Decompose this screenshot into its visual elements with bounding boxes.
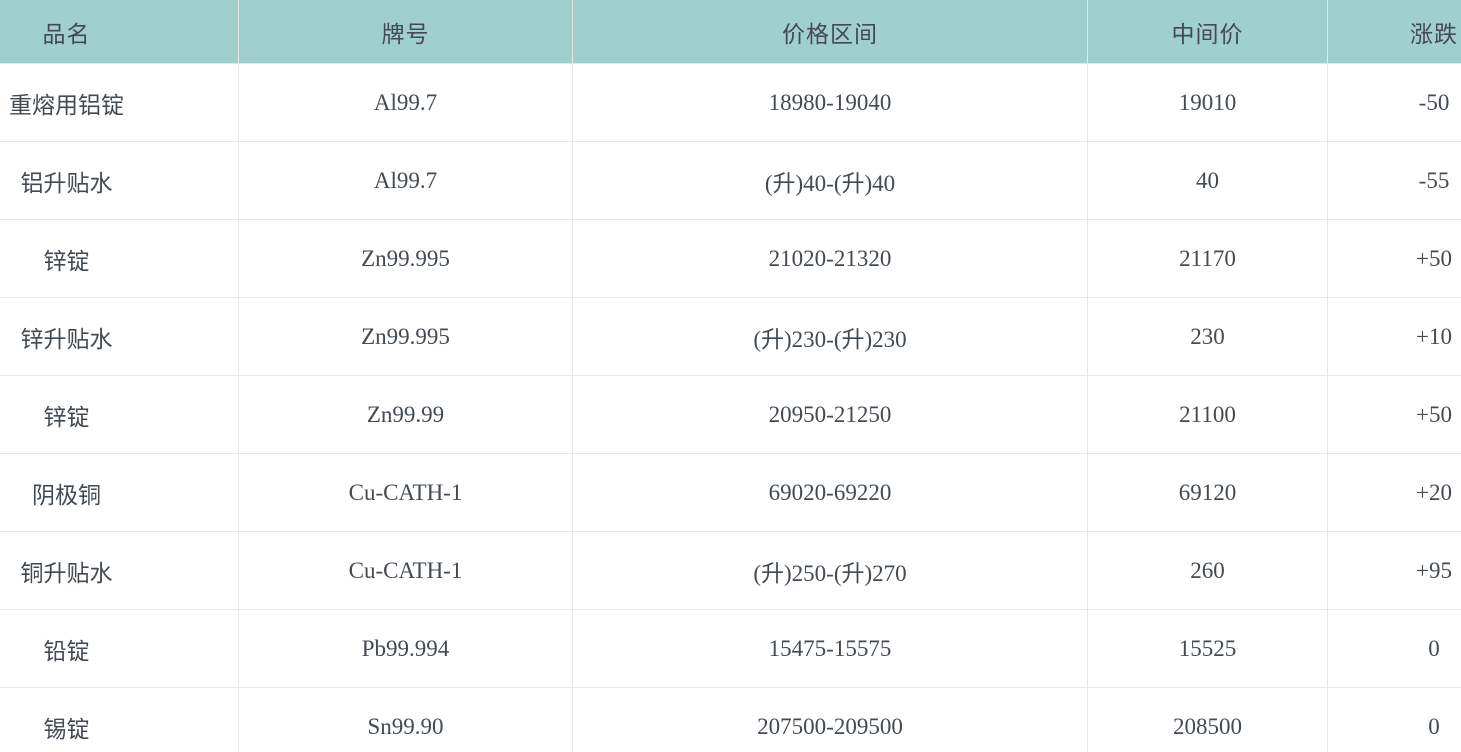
table-row: 铅锭 Pb99.994 15475-15575 15525 0 (0, 609, 1461, 688)
cell-product: 铅锭 (0, 609, 239, 688)
table-row: 铝升贴水 Al99.7 (升)40-(升)40 40 -55 (0, 141, 1461, 220)
cell-grade: Zn99.99 (238, 375, 573, 454)
cell-price-range: 21020-21320 (572, 219, 1088, 298)
cell-mid-price: 21170 (1087, 219, 1328, 298)
table-row: 锌锭 Zn99.995 21020-21320 21170 +50 (0, 219, 1461, 298)
cell-price-range: (升)40-(升)40 (572, 141, 1088, 220)
cell-change: 0 (1327, 687, 1461, 752)
cell-mid-price: 230 (1087, 297, 1328, 376)
cell-grade: Pb99.994 (238, 609, 573, 688)
cell-price-range: 18980-19040 (572, 63, 1088, 142)
cell-change: +50 (1327, 375, 1461, 454)
col-header-price-range: 价格区间 (572, 0, 1088, 64)
table-row: 锌锭 Zn99.99 20950-21250 21100 +50 (0, 375, 1461, 454)
table-row: 阴极铜 Cu-CATH-1 69020-69220 69120 +20 (0, 453, 1461, 532)
price-table-body: 重熔用铝锭 Al99.7 18980-19040 19010 -50 铝升贴水 Al99.7… (0, 63, 1461, 752)
header-row: 品名 牌号 价格区间 中间价 涨跌 (0, 0, 1461, 64)
col-header-change: 涨跌 (1327, 0, 1461, 64)
cell-price-range: 207500-209500 (572, 687, 1088, 752)
cell-change: +20 (1327, 453, 1461, 532)
cell-product: 锡锭 (0, 687, 239, 752)
table-row: 重熔用铝锭 Al99.7 18980-19040 19010 -50 (0, 63, 1461, 142)
cell-product: 锌锭 (0, 219, 239, 298)
table-row: 锌升贴水 Zn99.995 (升)230-(升)230 230 +10 (0, 297, 1461, 376)
cell-mid-price: 15525 (1087, 609, 1328, 688)
cell-grade: Sn99.90 (238, 687, 573, 752)
col-header-grade: 牌号 (238, 0, 573, 64)
cell-product: 铝升贴水 (0, 141, 239, 220)
cell-grade: Zn99.995 (238, 297, 573, 376)
cell-product: 阴极铜 (0, 453, 239, 532)
cell-grade: Al99.7 (238, 63, 573, 142)
cell-change: +95 (1327, 531, 1461, 610)
cell-change: -50 (1327, 63, 1461, 142)
cell-change: +10 (1327, 297, 1461, 376)
cell-mid-price: 19010 (1087, 63, 1328, 142)
cell-grade: Cu-CATH-1 (238, 531, 573, 610)
cell-product: 铜升贴水 (0, 531, 239, 610)
cell-mid-price: 21100 (1087, 375, 1328, 454)
cell-change: 0 (1327, 609, 1461, 688)
cell-mid-price: 40 (1087, 141, 1328, 220)
table-row: 铜升贴水 Cu-CATH-1 (升)250-(升)270 260 +95 (0, 531, 1461, 610)
cell-product: 锌升贴水 (0, 297, 239, 376)
cell-mid-price: 69120 (1087, 453, 1328, 532)
cell-price-range: (升)250-(升)270 (572, 531, 1088, 610)
cell-mid-price: 208500 (1087, 687, 1328, 752)
col-header-mid-price: 中间价 (1087, 0, 1328, 64)
cell-product: 重熔用铝锭 (0, 63, 239, 142)
cell-grade: Zn99.995 (238, 219, 573, 298)
cell-price-range: 20950-21250 (572, 375, 1088, 454)
cell-grade: Al99.7 (238, 141, 573, 220)
cell-price-range: 15475-15575 (572, 609, 1088, 688)
cell-product: 锌锭 (0, 375, 239, 454)
col-header-product: 品名 (0, 0, 239, 64)
cell-mid-price: 260 (1087, 531, 1328, 610)
cell-change: +50 (1327, 219, 1461, 298)
cell-change: -55 (1327, 141, 1461, 220)
price-table-header: 品名 牌号 价格区间 中间价 涨跌 (0, 0, 1461, 64)
cell-price-range: 69020-69220 (572, 453, 1088, 532)
cell-price-range: (升)230-(升)230 (572, 297, 1088, 376)
table-row: 锡锭 Sn99.90 207500-209500 208500 0 (0, 687, 1461, 752)
cell-grade: Cu-CATH-1 (238, 453, 573, 532)
